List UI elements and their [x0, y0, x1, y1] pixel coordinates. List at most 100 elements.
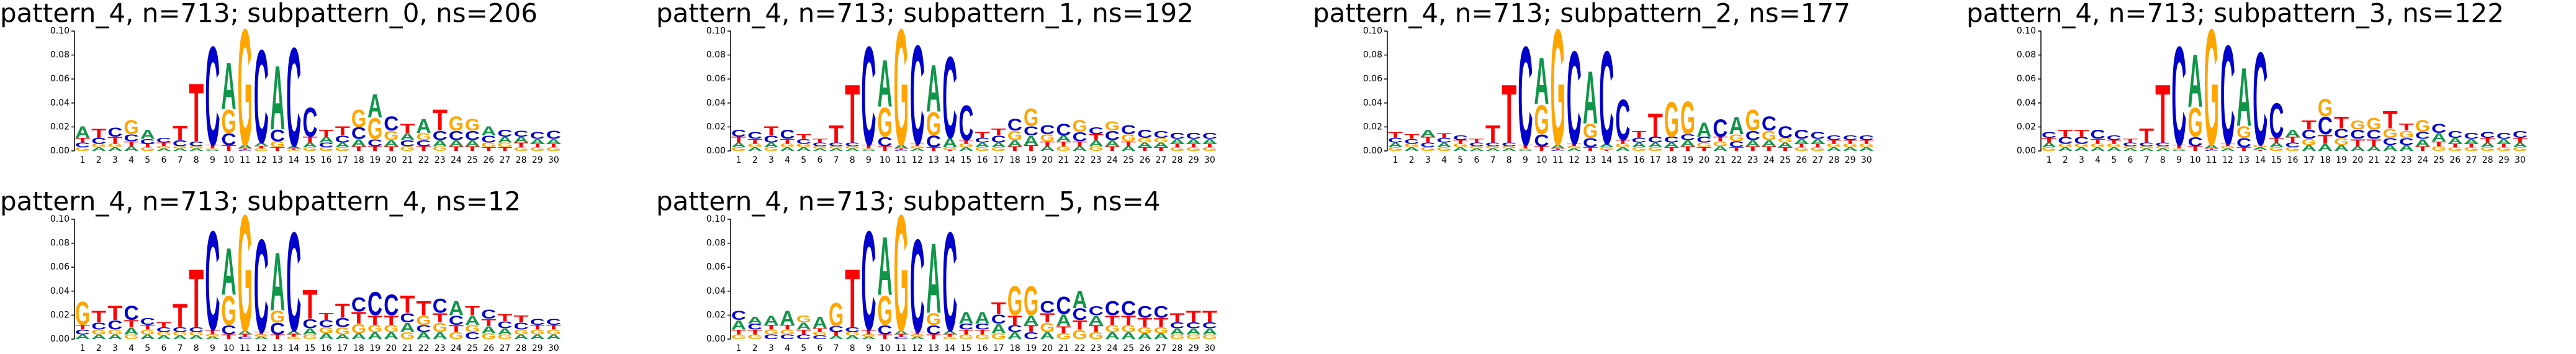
base-glyph: A [2074, 147, 2089, 152]
base-glyph: C [1073, 305, 1088, 324]
x-tick-label: 25 [1123, 155, 1134, 165]
x-tick-label: 23 [1747, 155, 1759, 165]
base-glyph: A [1551, 144, 1565, 150]
base-glyph: C [1007, 116, 1022, 134]
base-glyph: G [845, 145, 860, 149]
base-glyph: A [2334, 143, 2349, 153]
base-glyph: G [189, 331, 204, 337]
base-glyph: A [2269, 142, 2284, 149]
base-glyph: T [140, 143, 155, 148]
base-glyph: A [481, 124, 496, 138]
base-glyph: C [1024, 124, 1038, 138]
base-glyph: T [107, 302, 122, 325]
base-glyph: C [731, 127, 746, 138]
x-tick-label: 28 [516, 155, 527, 165]
x-tick-label: 21 [1058, 155, 1070, 165]
y-tick-label: 0.04 [706, 286, 726, 296]
base-glyph: T [107, 135, 122, 146]
x-tick-label: 1 [80, 155, 86, 165]
x-tick-label: 21 [402, 155, 413, 165]
base-glyph: G [140, 147, 155, 152]
base-glyph: C [2350, 127, 2365, 142]
base-glyph: A [1170, 138, 1185, 145]
base-glyph: A [958, 309, 973, 327]
y-tick-label: 0.06 [50, 262, 70, 272]
base-glyph: A [1859, 147, 1874, 152]
base-glyph: T [731, 135, 746, 144]
base-glyph: C [1420, 142, 1435, 149]
base-glyph: A [1404, 147, 1419, 152]
base-glyph: G [1843, 143, 1858, 148]
base-glyph: T [1153, 315, 1168, 330]
base-glyph: T [497, 312, 512, 323]
base-glyph: T [1502, 67, 1516, 160]
x-tick-label: 27 [1156, 155, 1167, 165]
x-tick-label: 4 [128, 343, 134, 353]
base-glyph: C [497, 319, 512, 330]
y-tick-label: 0.04 [2017, 98, 2036, 108]
x-tick-label: 19 [1025, 155, 1037, 165]
base-glyph: G [497, 142, 512, 149]
base-glyph: G [2302, 137, 2317, 147]
base-glyph: A [1153, 142, 1168, 149]
base-glyph: T [335, 300, 350, 322]
base-glyph: G [796, 143, 811, 148]
base-glyph: A [845, 335, 860, 340]
base-glyph: C [286, 202, 301, 354]
x-tick-label: 15 [961, 155, 972, 165]
base-glyph: G [91, 329, 106, 336]
base-glyph: G [731, 333, 746, 340]
base-glyph: A [2431, 131, 2446, 144]
x-tick-label: 6 [161, 343, 166, 353]
base-glyph: A [813, 313, 827, 332]
base-glyph: A [1121, 145, 1136, 152]
base-glyph: A [878, 47, 893, 120]
x-tick-label: 13 [1585, 155, 1596, 165]
base-glyph: G [1137, 137, 1152, 144]
x-tick-label: 13 [928, 155, 939, 165]
x-tick-label: 14 [288, 155, 299, 165]
x-tick-label: 27 [1813, 155, 1824, 165]
base-glyph: G [351, 322, 366, 337]
base-glyph: T [2334, 113, 2349, 132]
base-glyph: C [107, 318, 122, 333]
base-glyph: C [747, 130, 762, 141]
base-glyph: C [780, 333, 795, 340]
x-tick-label: 17 [337, 343, 348, 353]
x-tick-label: 23 [435, 155, 446, 165]
base-glyph: G [124, 333, 139, 340]
base-glyph: A [2497, 138, 2511, 145]
y-tick-label: 0.10 [706, 214, 726, 224]
base-glyph: G [2042, 147, 2056, 152]
base-glyph: C [75, 329, 90, 336]
x-tick-label: 14 [1601, 155, 1612, 165]
base-glyph: A [829, 148, 844, 152]
base-glyph: T [286, 148, 301, 150]
base-glyph: T [2269, 137, 2284, 144]
y-tick-label: 0.00 [2017, 146, 2036, 156]
base-glyph: A [1024, 313, 1038, 328]
base-glyph: C [2188, 135, 2203, 150]
base-glyph: T [465, 145, 480, 152]
base-glyph: C [417, 323, 431, 334]
y-tick-label: 0.04 [50, 286, 70, 296]
base-glyph: C [1202, 320, 1217, 330]
base-glyph: C [2480, 130, 2495, 140]
base-glyph: A [530, 138, 545, 145]
base-glyph: A [1073, 286, 1088, 314]
base-glyph: A [156, 335, 171, 340]
y-tick-label: 0.00 [50, 334, 70, 344]
base-glyph: G [270, 140, 285, 149]
base-glyph: A [1485, 148, 1500, 152]
base-glyph: C [1680, 132, 1695, 142]
base-glyph: A [747, 147, 762, 152]
base-glyph: G [813, 145, 827, 149]
base-glyph: G [796, 313, 811, 324]
base-glyph: A [2107, 147, 2122, 152]
base-glyph: A [942, 136, 957, 151]
base-glyph: G [546, 147, 561, 152]
base-glyph: G [1453, 143, 1468, 148]
base-glyph: C [2448, 129, 2462, 140]
base-glyph: T [878, 145, 893, 152]
base-glyph: T [433, 311, 448, 325]
